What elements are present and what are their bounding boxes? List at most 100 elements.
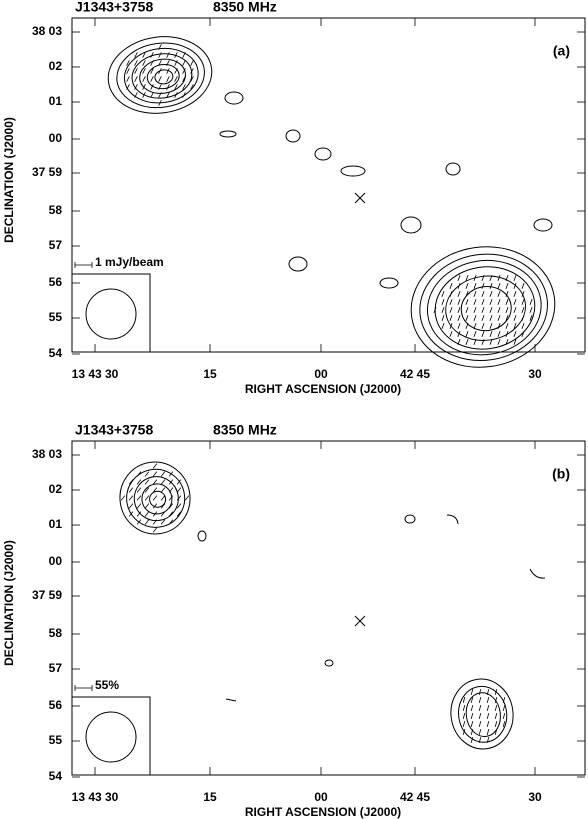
polarization-vector [158,100,162,106]
y-tick-label: 01 [49,94,63,108]
contour [154,69,174,85]
contour [314,147,332,161]
contour [139,58,186,94]
polarization-vector [497,283,501,289]
contour [404,514,416,524]
contour [126,468,186,528]
polarization-vector [513,291,517,297]
polarization-vector [142,68,146,74]
polarization-vector [521,331,525,337]
polarization-vector [489,339,493,345]
polarization-vector [470,689,474,695]
polarization-vector [497,299,501,305]
plot-frame [71,440,586,776]
polarization-vector [513,299,517,305]
polarization-vector [462,729,466,735]
polarization-vector [502,713,506,719]
contour [434,266,536,350]
contour [149,490,167,508]
polarization-vector [158,92,162,98]
core-marker [354,192,366,204]
polarization-vector [481,315,485,321]
polarization-vector [190,76,194,82]
contour [224,91,244,105]
polarization-vector [144,503,150,509]
polarization-vector [150,60,154,66]
polarization-vector [174,52,178,58]
polarization-vector [481,291,485,297]
y-tick-label: 38 03 [32,447,62,461]
polarization-vector [481,283,485,289]
polarization-vector [152,495,158,501]
polarization-vector [160,511,166,517]
polarization-vector [142,84,146,90]
polarization-vector [176,503,182,509]
contour [197,530,207,542]
polarization-vector [513,331,517,337]
polarization-vector [182,76,186,82]
polarization-vector [158,52,162,58]
contour [116,42,205,109]
polarization-vector [128,479,134,485]
polarization-vector [470,713,474,719]
contour [445,162,461,176]
polarization-vector [190,84,194,90]
polarization-vector [150,68,154,74]
polarization-vector [462,697,466,703]
x-tick-label: 15 [203,790,217,804]
polarization-vector [128,487,134,493]
polarization-vector [497,307,501,313]
polarization-vector [478,737,482,743]
x-tick-label: 30 [528,367,542,381]
panel: J1343+3758 8350 MHz (a) 38 03 02 01 00 37 59 58 5… [2,0,586,396]
polarization-vector [152,511,158,517]
polarization-vector [457,299,461,305]
polarization-vector [142,52,146,58]
x-tick-label: 30 [528,790,542,804]
polarization-vector [120,495,126,501]
polarization-vector [441,291,445,297]
frequency: 8350 MHz [213,0,277,15]
y-tick-label: 57 [49,661,63,675]
panel: J1343+3758 8350 MHz (b) 38 03 02 01 00 37 59 58 5… [2,422,586,819]
polarization-vector [529,307,533,313]
polarization-vector [128,495,134,501]
frequency: 8350 MHz [213,422,277,438]
polarization-vector [473,275,477,281]
polarization-vector [465,283,469,289]
y-tick-label: 02 [49,59,63,73]
x-tick-label: 13 43 30 [72,790,119,804]
polarization-vector [160,479,166,485]
polarization-vector [462,705,466,711]
contour [146,63,180,90]
polarization-vector [497,291,501,297]
polarization-vector [489,307,493,313]
x-tick-label: 15 [203,367,217,381]
polarization-vector [497,323,501,329]
polarization-vector [449,307,453,313]
x-tick-label: 13 43 30 [72,367,119,381]
polarization-vector [521,307,525,313]
x-tick-label: 00 [314,367,328,381]
polarization-vector [158,84,162,90]
polarization-vector [166,60,170,66]
polarization-vector [489,299,493,305]
polarization-vector [182,92,186,98]
x-tick-label: 00 [314,790,328,804]
polarization-vector [521,299,525,305]
scale-label: 55% [95,678,119,692]
polarization-vector [144,495,150,501]
polarization-vector [152,471,158,477]
polarization-vector [142,60,146,66]
polarization-vector [473,307,477,313]
polarization-vector [473,283,477,289]
polarization-vector [441,323,445,329]
y-tick-label: 55 [49,310,63,324]
polarization-vector [126,76,130,82]
y-tick-label: 00 [49,131,63,145]
polarization-vector [489,291,493,297]
polarization-vector [497,275,501,281]
y-axis-label: DECLINATION (J2000) [2,540,16,666]
polarization-vector [521,323,525,329]
polarization-vector [481,339,485,345]
